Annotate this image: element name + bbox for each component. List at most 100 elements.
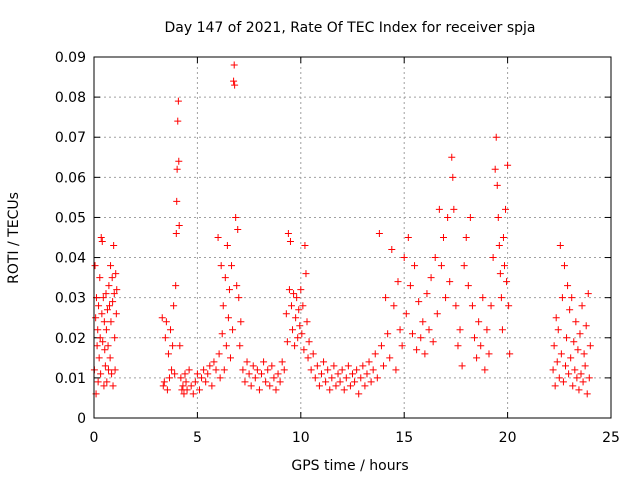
- data-point: [450, 205, 458, 213]
- data-point: [394, 278, 402, 286]
- data-point: [462, 234, 470, 241]
- data-point: [322, 378, 330, 386]
- data-point: [215, 350, 223, 358]
- data-point: [320, 358, 328, 366]
- data-point: [264, 366, 272, 374]
- data-point: [94, 326, 102, 334]
- data-point: [363, 370, 371, 378]
- data-point: [167, 326, 175, 334]
- data-point: [108, 370, 116, 378]
- data-point: [183, 386, 191, 394]
- data-point: [421, 350, 429, 358]
- data-point: [375, 229, 383, 237]
- data-point: [359, 362, 367, 370]
- data-point: [234, 225, 242, 233]
- data-point: [456, 326, 464, 334]
- data-point: [313, 362, 321, 370]
- y-tick-label: 0.09: [55, 50, 86, 66]
- data-point: [191, 378, 199, 386]
- data-point: [200, 366, 208, 374]
- data-point: [565, 370, 573, 378]
- data-point: [159, 382, 167, 390]
- data-point: [233, 282, 241, 290]
- data-point: [287, 302, 295, 310]
- data-point: [262, 378, 270, 386]
- data-point: [429, 338, 437, 346]
- data-point: [284, 229, 292, 237]
- y-tick-label: 0.01: [55, 371, 86, 387]
- data-point: [251, 374, 259, 382]
- data-point: [425, 326, 433, 334]
- data-point: [566, 306, 574, 314]
- data-point: [160, 378, 168, 386]
- data-point: [433, 310, 441, 318]
- data-point: [585, 374, 593, 382]
- data-point: [109, 298, 117, 306]
- data-point: [230, 77, 238, 85]
- data-point: [380, 362, 388, 370]
- data-point: [579, 378, 587, 386]
- data-point: [558, 294, 566, 302]
- data-point: [103, 306, 111, 314]
- y-tick-label: 0.05: [55, 210, 86, 226]
- data-point: [417, 334, 425, 342]
- data-point: [181, 370, 189, 378]
- data-point: [97, 234, 105, 241]
- data-point: [218, 330, 226, 338]
- data-point: [473, 354, 481, 362]
- plot-frame: [93, 56, 612, 419]
- data-point: [315, 382, 323, 390]
- data-point: [276, 378, 284, 386]
- data-point: [100, 382, 108, 390]
- data-point: [377, 342, 385, 350]
- data-point: [340, 386, 348, 394]
- data-point: [353, 366, 361, 374]
- data-point: [498, 326, 506, 334]
- data-point: [216, 374, 224, 382]
- data-point: [274, 370, 282, 378]
- data-point: [549, 366, 557, 374]
- data-point: [581, 362, 589, 370]
- data-points: [90, 61, 594, 398]
- data-point: [258, 370, 266, 378]
- data-point: [489, 254, 497, 262]
- data-point: [449, 173, 457, 181]
- data-point: [282, 310, 290, 318]
- data-point: [567, 354, 575, 362]
- data-point: [342, 374, 350, 382]
- data-point: [309, 350, 317, 358]
- data-point: [182, 378, 190, 386]
- data-point: [553, 358, 561, 366]
- data-point: [317, 370, 325, 378]
- data-point: [296, 322, 304, 330]
- data-point: [214, 234, 222, 241]
- data-point: [384, 330, 392, 338]
- data-point: [280, 366, 288, 374]
- data-point: [103, 378, 111, 386]
- data-point: [290, 290, 298, 298]
- data-point: [396, 326, 404, 334]
- data-point: [576, 330, 584, 338]
- data-point: [176, 342, 184, 350]
- data-point: [303, 318, 311, 326]
- data-point: [582, 322, 590, 330]
- data-point: [371, 350, 379, 358]
- data-point: [111, 334, 119, 342]
- data-point: [173, 197, 181, 205]
- data-point: [338, 366, 346, 374]
- data-point: [292, 314, 300, 322]
- data-point: [297, 286, 305, 294]
- data-point: [295, 306, 303, 314]
- data-point: [266, 382, 274, 390]
- data-point: [390, 302, 398, 310]
- data-point: [446, 278, 454, 286]
- data-point: [113, 286, 121, 294]
- data-point: [99, 338, 107, 346]
- data-point: [496, 270, 504, 278]
- data-point: [195, 386, 203, 394]
- data-point: [174, 117, 182, 125]
- data-point: [437, 262, 445, 270]
- data-point: [231, 81, 239, 89]
- data-point: [94, 378, 102, 386]
